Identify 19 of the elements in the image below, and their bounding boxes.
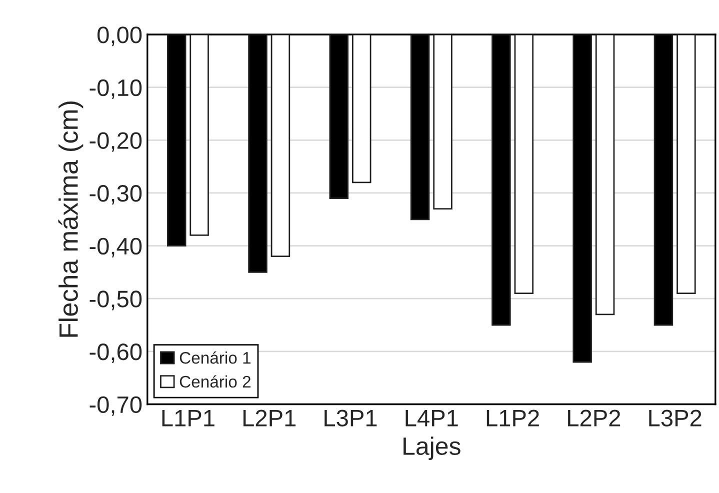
x-tick-label: L2P1: [243, 410, 296, 426]
y-tick-label: -0,70: [90, 396, 142, 416]
x-tick-label: L1P2: [486, 410, 539, 426]
x-tick-label: L2P2: [568, 410, 620, 426]
y-tick-label: -0,50: [90, 290, 142, 310]
legend-label: Cenário 2: [180, 375, 250, 388]
y-tick-label: -0,20: [90, 132, 142, 152]
y-tick-label: -0,10: [90, 79, 142, 99]
x-tick-label: L3P2: [649, 410, 702, 426]
y-tick-label: 0,00: [98, 26, 142, 46]
x-axis-title: Lajes: [404, 436, 460, 460]
x-tick-label: L1P1: [162, 410, 214, 426]
y-tick-label: -0,30: [90, 185, 142, 205]
y-tick-label: -0,40: [90, 238, 142, 258]
y-axis-title: Flecha máxima (cm): [58, 102, 84, 337]
x-tick-label: L4P1: [406, 410, 458, 426]
y-tick-label: -0,60: [90, 344, 142, 364]
x-tick-label: L3P1: [324, 410, 377, 426]
legend-label: Cenário 1: [180, 351, 251, 364]
